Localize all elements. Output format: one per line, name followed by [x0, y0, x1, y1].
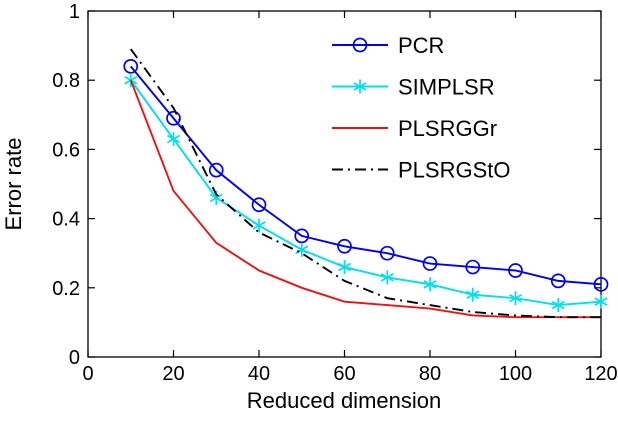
asterisk-marker: [380, 273, 394, 282]
circle-marker: [379, 245, 395, 261]
y-tick-label: 0: [69, 347, 80, 369]
asterisk-marker: [466, 290, 480, 299]
x-tick-label: 80: [419, 363, 441, 385]
series-line-pcr: [130, 65, 602, 286]
legend-label: SIMPLSR: [398, 75, 495, 100]
y-tick-label: 0.4: [52, 209, 80, 231]
circle-marker: [352, 37, 368, 53]
circle-marker: [123, 59, 139, 74]
x-axis-label: Reduced dimension: [246, 388, 442, 413]
legend-label: PLSRGGr: [398, 116, 497, 141]
y-tick-label: 0.6: [52, 139, 80, 161]
circle-marker: [208, 162, 224, 178]
x-tick-label: 40: [248, 363, 270, 385]
x-tick-label: 60: [333, 363, 355, 385]
circle-marker: [337, 238, 352, 254]
y-tick-label: 0.8: [52, 70, 80, 92]
asterisk-marker: [594, 297, 608, 306]
circle-marker: [465, 259, 481, 275]
asterisk-marker: [209, 193, 223, 203]
circle-marker: [251, 197, 267, 213]
legend-item-plsrgsto[interactable]: PLSRGStO: [332, 158, 510, 183]
x-tick-label: 20: [162, 363, 184, 385]
asterisk-marker: [509, 293, 522, 303]
circle-marker: [166, 110, 181, 126]
asterisk-marker: [252, 221, 266, 230]
asterisk-marker: [338, 262, 351, 272]
circle-marker: [294, 228, 310, 244]
y-tick-label: 0.2: [52, 278, 80, 300]
asterisk-marker: [167, 134, 180, 144]
series-line-simplsr: [129, 79, 602, 307]
legend-item-plsrggr[interactable]: PLSRGGr: [332, 116, 497, 141]
series-line-plsrggr: [129, 79, 601, 319]
circle-marker: [593, 276, 609, 292]
legend-item-simplsr[interactable]: SIMPLSR: [332, 75, 495, 100]
legend-item-pcr[interactable]: PCR: [332, 33, 444, 58]
circle-marker: [422, 256, 438, 271]
x-tick-label: 100: [499, 363, 532, 385]
circle-marker: [550, 273, 566, 289]
asterisk-marker: [353, 82, 367, 91]
legend-label: PCR: [398, 33, 444, 58]
y-axis-label: Error rate: [1, 137, 26, 231]
x-tick-label: 120: [584, 363, 617, 385]
y-tick-label: 1: [69, 1, 80, 23]
asterisk-marker: [551, 300, 565, 310]
series-line-plsrgsto: [129, 48, 601, 319]
axis-box: [87, 10, 602, 358]
legend-label: PLSRGStO: [398, 158, 510, 183]
circle-marker: [508, 263, 523, 278]
x-tick-label: 0: [82, 363, 93, 385]
asterisk-marker: [423, 280, 437, 289]
